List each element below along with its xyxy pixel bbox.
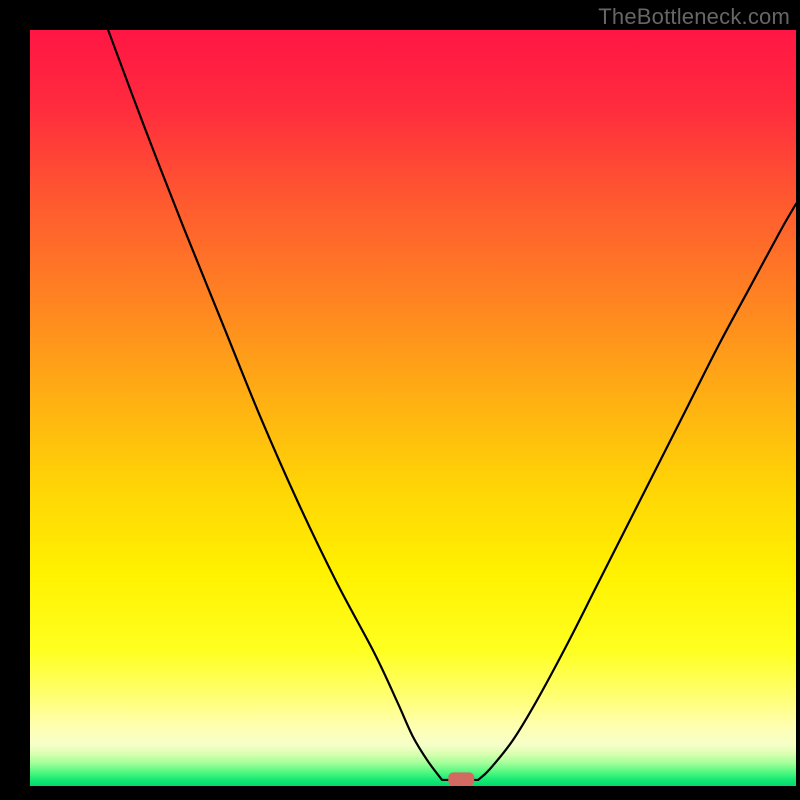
chart-frame: TheBottleneck.com	[0, 0, 800, 800]
gradient-background	[30, 30, 796, 786]
optimal-point-marker	[448, 772, 474, 786]
attribution-text: TheBottleneck.com	[598, 4, 790, 30]
bottleneck-chart	[0, 0, 800, 800]
